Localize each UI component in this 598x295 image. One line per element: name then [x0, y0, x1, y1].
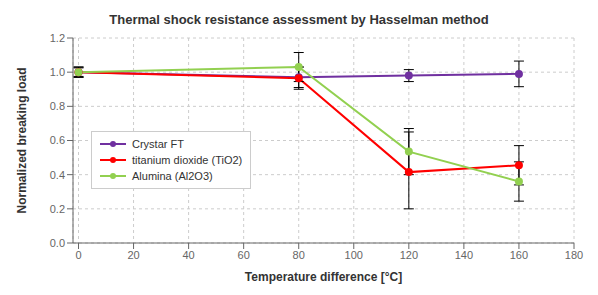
svg-text:160: 160: [510, 249, 528, 261]
svg-text:180: 180: [565, 249, 583, 261]
html-text:Crystar FT: Crystar FT: [132, 137, 184, 150]
html-text:Alumina (Al2O3): Alumina (Al2O3): [132, 169, 213, 182]
html-text:titanium dioxide (TiO2): titanium dioxide (TiO2): [132, 153, 243, 166]
svg-text:0.8: 0.8: [50, 100, 65, 112]
svg-text:Temperature difference [°C]: Temperature difference [°C]: [245, 270, 402, 284]
svg-text:1.2: 1.2: [50, 32, 65, 44]
svg-text:0.2: 0.2: [50, 203, 65, 215]
svg-text:Normalized breaking load: Normalized breaking load: [15, 67, 29, 213]
svg-text:0.4: 0.4: [50, 169, 65, 181]
svg-text:0.6: 0.6: [50, 134, 65, 146]
svg-text:80: 80: [293, 249, 305, 261]
svg-text:40: 40: [182, 249, 194, 261]
svg-text:20: 20: [127, 249, 139, 261]
svg-text:120: 120: [400, 249, 418, 261]
svg-text:0: 0: [75, 249, 81, 261]
svg-text:1.0: 1.0: [50, 66, 65, 78]
svg-text:140: 140: [455, 249, 473, 261]
svg-text:60: 60: [238, 249, 250, 261]
svg-text:0.0: 0.0: [50, 237, 65, 249]
svg-text:100: 100: [345, 249, 363, 261]
html-text:Thermal shock resistance asses: Thermal shock resistance assessment by H…: [109, 12, 489, 27]
